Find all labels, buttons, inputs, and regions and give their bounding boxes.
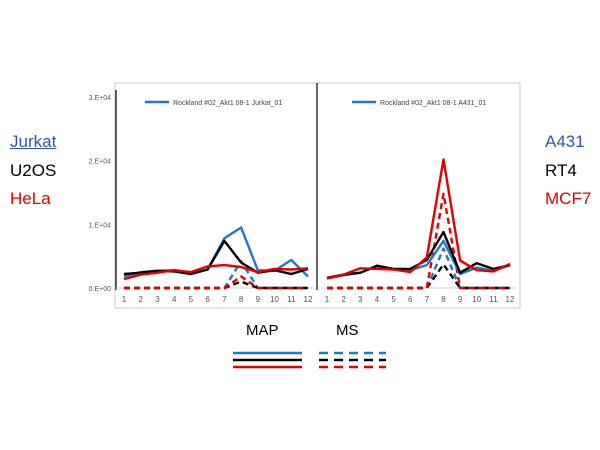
y-tick-label: 1.E+04	[89, 222, 111, 229]
legend-map-label: MAP	[246, 322, 279, 339]
series-line-mcf7-ms	[327, 192, 510, 290]
x-tick-label: 9	[256, 295, 261, 304]
x-tick-label: 2	[139, 295, 144, 304]
series-line-mcf7-map	[326, 158, 511, 280]
inset-legend-label: Rockland #02_Akt1 08-1 A431_01	[380, 100, 486, 107]
inset-legend-label: Rockland #02_Akt1 08-1 Jurkat_01	[173, 100, 282, 107]
label-mcf7: MCF7	[545, 189, 592, 208]
legend-ms-label: MS	[336, 322, 359, 339]
chart-area: 0.E+001.E+042.E+043.E+041 2 3 4 5 6 7 8 9 10 11 12R…	[89, 82, 521, 309]
x-tick-label: 5	[391, 295, 396, 304]
x-tick-label: 8	[441, 295, 446, 304]
x-tick-label: 5	[189, 295, 194, 304]
x-tick-label: 12	[506, 295, 515, 304]
label-a431: A431	[545, 132, 585, 151]
x-tick-label: 10	[472, 295, 481, 304]
label-u2os: U2OS	[10, 161, 57, 180]
label-rt4: RT4	[545, 161, 577, 180]
chart-layer: 0.E+001.E+042.E+043.E+041 2 3 4 5 6 7 8 9 10 11 12R…	[89, 95, 516, 304]
x-tick-label: 1	[325, 295, 330, 304]
x-tick-label: 8	[239, 295, 244, 304]
x-tick-label: 4	[375, 295, 380, 304]
x-tick-label: 6	[205, 295, 210, 304]
x-tick-label: 10	[270, 295, 279, 304]
x-tick-label: 6	[408, 295, 413, 304]
x-tick-label: 1	[122, 295, 127, 304]
x-tick-label: 3	[155, 295, 160, 304]
series-line-hela-ms	[124, 275, 308, 290]
x-tick-label: 4	[172, 295, 177, 304]
label-hela: HeLa	[10, 189, 51, 208]
y-tick-label: 3.E+04	[89, 95, 111, 102]
line-style-legend	[233, 351, 386, 369]
y-tick-label: 2.E+04	[89, 159, 111, 166]
x-tick-label: 3	[358, 295, 363, 304]
x-tick-label: 11	[287, 295, 296, 304]
series-line-hela-map	[123, 263, 309, 281]
x-tick-label: 12	[304, 295, 313, 304]
x-tick-label: 7	[425, 295, 430, 304]
x-tick-label: 9	[458, 295, 463, 304]
y-tick-label: 0.E+00	[89, 286, 111, 293]
x-tick-label: 11	[489, 295, 498, 304]
series-line-u2os-map	[123, 239, 309, 276]
label-jurkat: Jurkat	[10, 132, 57, 151]
x-tick-label: 2	[341, 295, 346, 304]
x-tick-label: 7	[222, 295, 227, 304]
